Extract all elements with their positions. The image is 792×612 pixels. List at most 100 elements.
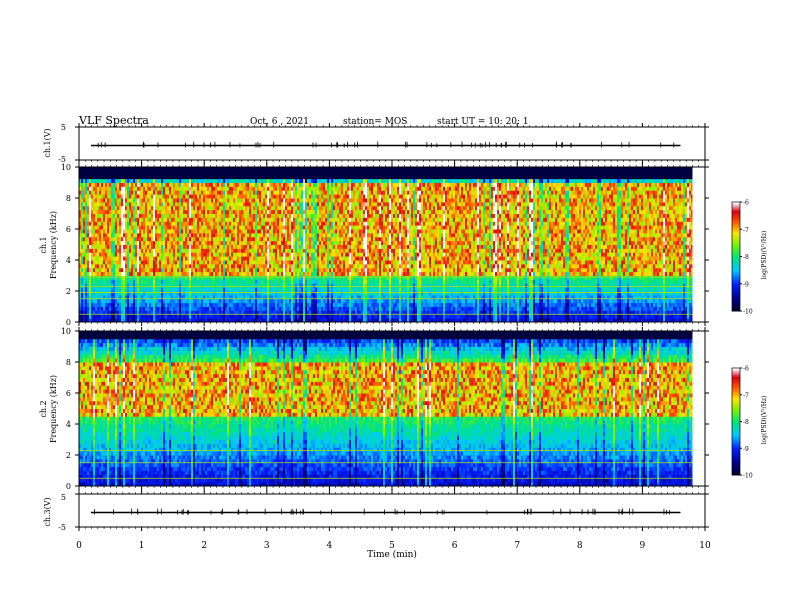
spectrogram-cell — [325, 240, 327, 245]
spectrogram-cell — [287, 263, 289, 269]
spectrogram-cell — [255, 271, 257, 276]
spectrogram-cell — [157, 283, 159, 288]
spectrogram-cell — [145, 229, 147, 234]
spectrogram-cell — [229, 271, 231, 276]
spectrogram-cell — [311, 256, 313, 261]
spectrogram-cell — [261, 201, 263, 207]
spectrogram-cell — [187, 217, 189, 222]
spectrogram-cell — [227, 236, 229, 242]
spectrogram-cell — [203, 178, 205, 183]
spectrogram-cell — [183, 232, 185, 238]
spectrogram-cell — [221, 244, 223, 249]
spectrogram-cell — [137, 248, 139, 253]
spectrogram-cell — [143, 240, 145, 245]
spectrogram-cell — [141, 167, 143, 172]
spectrogram-cell — [311, 178, 313, 183]
spectrogram-cell — [207, 310, 209, 315]
spectrogram-cell — [123, 279, 125, 284]
spectrogram-cell — [171, 213, 173, 218]
spectrogram-cell — [199, 167, 201, 172]
spectrogram-cell — [171, 291, 173, 296]
spectrogram-cell — [91, 213, 93, 218]
spectrogram-cell — [309, 205, 311, 211]
spectrogram-cell — [203, 194, 205, 199]
spectrogram-cell — [85, 217, 87, 222]
spectrogram-cell — [263, 186, 265, 191]
spectrogram-cell — [309, 263, 311, 269]
spectrogram-cell — [169, 283, 171, 288]
spectrogram-cell — [251, 310, 253, 315]
spectrogram-cell — [315, 213, 317, 218]
spectrogram-cell — [137, 318, 139, 323]
spectrogram-cell — [107, 209, 109, 214]
spectrogram-cell — [105, 170, 107, 176]
spectrogram-cell — [191, 275, 193, 280]
spectrogram-cell — [257, 240, 259, 245]
spectrogram-cell — [123, 182, 125, 187]
spectrogram-cell — [101, 232, 103, 238]
spectrogram-cell — [175, 306, 177, 311]
spectrogram-cell — [297, 198, 299, 203]
spectrogram-cell — [117, 314, 119, 319]
spectrogram-cell — [79, 267, 81, 273]
spectrogram-cell — [175, 294, 177, 300]
spectrogram-cell — [95, 229, 97, 234]
spectrogram-cell — [297, 182, 299, 187]
spectrogram-cell — [115, 294, 117, 300]
spectrogram-cell — [173, 209, 175, 214]
spectrogram-cell — [187, 194, 189, 199]
spectrogram-cell — [223, 244, 225, 249]
spectrogram-cell — [247, 229, 249, 234]
spectrogram-cell — [131, 310, 133, 315]
spectrogram-cell — [167, 217, 169, 222]
spectrogram-cell — [87, 229, 89, 234]
spectrogram-cell — [187, 209, 189, 214]
spectrogram-cell — [319, 198, 321, 203]
spectrogram-cell — [97, 205, 99, 211]
spectrogram-cell — [225, 260, 227, 265]
spectrogram-cell — [163, 229, 165, 234]
spectrogram-cell — [301, 302, 303, 307]
spectrogram-cell — [315, 201, 317, 207]
spectrogram-cell — [175, 167, 177, 172]
spectrogram-cell — [105, 174, 107, 180]
spectrogram-cell — [101, 213, 103, 218]
spectrogram-cell — [201, 190, 203, 195]
spectrogram-cell — [205, 252, 207, 257]
spectrogram-cell — [197, 279, 199, 284]
spectrogram-cell — [91, 318, 93, 323]
spectrogram-cell — [239, 201, 241, 207]
spectrogram-cell — [259, 205, 261, 211]
spectrogram-cell — [147, 209, 149, 214]
spectrogram-cell — [89, 198, 91, 203]
spectrogram-cell — [195, 240, 197, 245]
spectrogram-cell — [249, 287, 251, 292]
spectrogram-cell — [155, 318, 157, 323]
spectrogram-cell — [297, 283, 299, 288]
spectrogram-cell — [163, 205, 165, 211]
spectrogram-cell — [137, 209, 139, 214]
spectrogram-cell — [205, 221, 207, 226]
spectrogram-cell — [189, 170, 191, 176]
spectrogram-cell — [185, 205, 187, 211]
spectrogram-cell — [307, 217, 309, 222]
spectrogram-cell — [137, 232, 139, 238]
spectrogram-cell — [263, 318, 265, 323]
spectrogram-cell — [127, 209, 129, 214]
spectrogram-cell — [299, 205, 301, 211]
spectrogram-cell — [259, 213, 261, 218]
spectrogram-cell — [281, 263, 283, 269]
spectrogram-cell — [123, 287, 125, 292]
spectrogram-cell — [191, 314, 193, 319]
spectrogram-cell — [323, 283, 325, 288]
spectrogram-cell — [97, 302, 99, 307]
spectrogram-cell — [159, 174, 161, 180]
spectrogram-cell — [171, 283, 173, 288]
spectrogram-cell — [217, 232, 219, 238]
spectrogram-cell — [113, 225, 115, 230]
spectrogram-cell — [285, 170, 287, 176]
spectrogram-cell — [223, 248, 225, 253]
spectrogram-cell — [303, 194, 305, 199]
spectrogram-cell — [95, 252, 97, 257]
spectrogram-cell — [119, 310, 121, 315]
